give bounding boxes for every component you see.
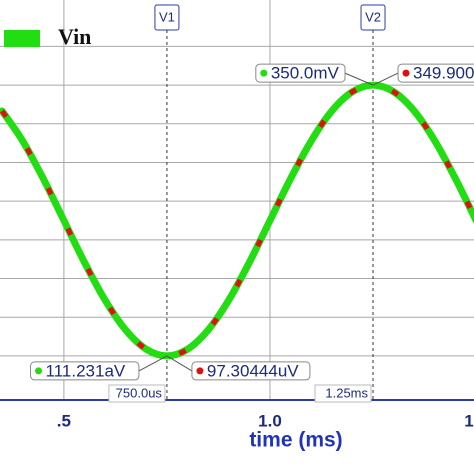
- cursor-time-box: [108, 384, 166, 403]
- x-axis-title: time (ms): [249, 429, 342, 452]
- legend-swatch: [4, 30, 40, 47]
- marker-label: 111.231aV: [46, 361, 126, 380]
- leader: [138, 355, 168, 372]
- cursors: [166, 30, 374, 400]
- series-line: [0, 81, 474, 360]
- marker-dot: [196, 367, 204, 375]
- marker-box: [30, 361, 140, 381]
- marker-box: [255, 63, 346, 83]
- cursor-label: V2: [365, 9, 381, 24]
- marker-dot: [402, 69, 410, 77]
- x-tick-label: 1.0: [258, 411, 282, 430]
- leader: [344, 72, 374, 86]
- cursor-time-box: [314, 384, 372, 403]
- marker-box: [191, 361, 311, 381]
- legend-label: Vin: [58, 24, 91, 49]
- x-tick-label: .5: [57, 411, 71, 430]
- marker-label: 350.0mV: [271, 64, 340, 83]
- marker-label: 349.900: [413, 64, 474, 83]
- annotations: V1 750.0us 111.231aV 97.30444uV V2 1.25ms 350.…: [30, 4, 474, 403]
- marker-box: [397, 63, 474, 83]
- marker-dot: [35, 367, 43, 375]
- x-tick-label: 1.5: [464, 411, 474, 430]
- grid: [0, 0, 474, 400]
- marker-label: 97.30444uV: [207, 361, 299, 380]
- cursor-time: 750.0us: [116, 385, 163, 400]
- cursor-tag: [360, 4, 386, 31]
- series-line-dash: [0, 82, 474, 359]
- marker-dot: [260, 69, 268, 77]
- cursor-time: 1.25ms: [325, 385, 368, 400]
- cursor-tag: [154, 4, 180, 31]
- cursor-label: V1: [159, 9, 175, 24]
- leader: [372, 72, 399, 86]
- leader: [166, 355, 193, 372]
- plot-area: [0, 81, 474, 360]
